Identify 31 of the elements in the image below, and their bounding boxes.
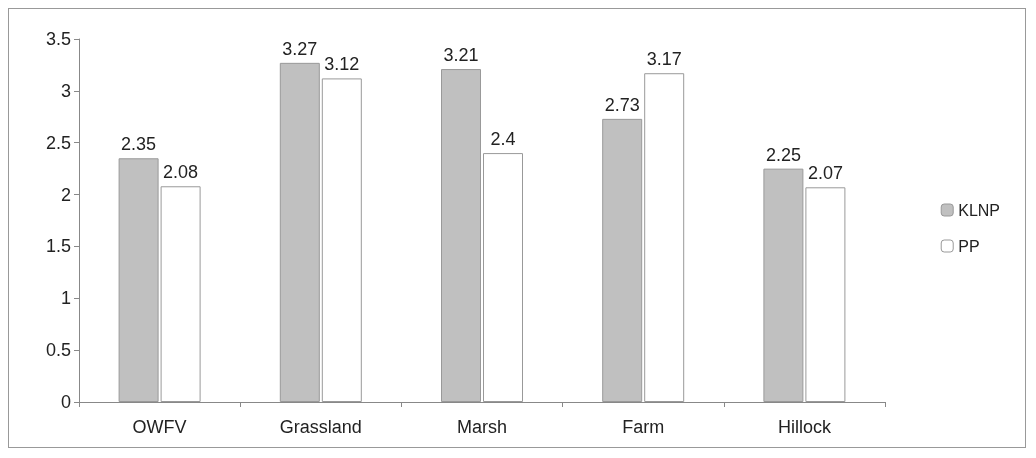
data-label: 2.25 <box>765 144 801 165</box>
bar <box>321 78 362 402</box>
data-label: 3.17 <box>646 49 682 70</box>
bar <box>441 69 481 402</box>
x-tick-label: OWFV <box>132 417 187 437</box>
data-label: 2.07 <box>807 163 843 184</box>
bar <box>483 153 523 402</box>
x-tick-label: Marsh <box>456 417 508 437</box>
data-label: 3.27 <box>282 38 318 59</box>
data-label: 3.21 <box>443 45 479 66</box>
legend-label: PP <box>958 237 980 255</box>
y-tick-label: 3.5 <box>45 29 71 49</box>
y-tick-label: 0 <box>60 392 71 412</box>
y-tick-label: 1 <box>60 288 71 309</box>
x-tick-label: Hillock <box>777 417 832 437</box>
data-label: 3.12 <box>324 54 360 75</box>
data-label: 2.08 <box>163 162 199 183</box>
bar <box>279 62 320 402</box>
x-tick-label: Grassland <box>279 417 362 437</box>
y-tick-label: 1.5 <box>45 236 71 257</box>
bar <box>644 73 685 402</box>
x-tick-label: Farm <box>622 417 665 437</box>
bar <box>602 118 643 402</box>
y-tick-label: 0.5 <box>45 340 71 361</box>
data-label: 2.4 <box>490 129 516 150</box>
data-label: 2.73 <box>604 94 640 115</box>
y-tick-label: 2 <box>60 184 71 205</box>
data-label: 2.35 <box>121 134 157 155</box>
y-tick-label: 3 <box>60 80 71 101</box>
y-tick-label: 2.5 <box>45 132 71 153</box>
legend-label: KLNP <box>958 201 1000 219</box>
